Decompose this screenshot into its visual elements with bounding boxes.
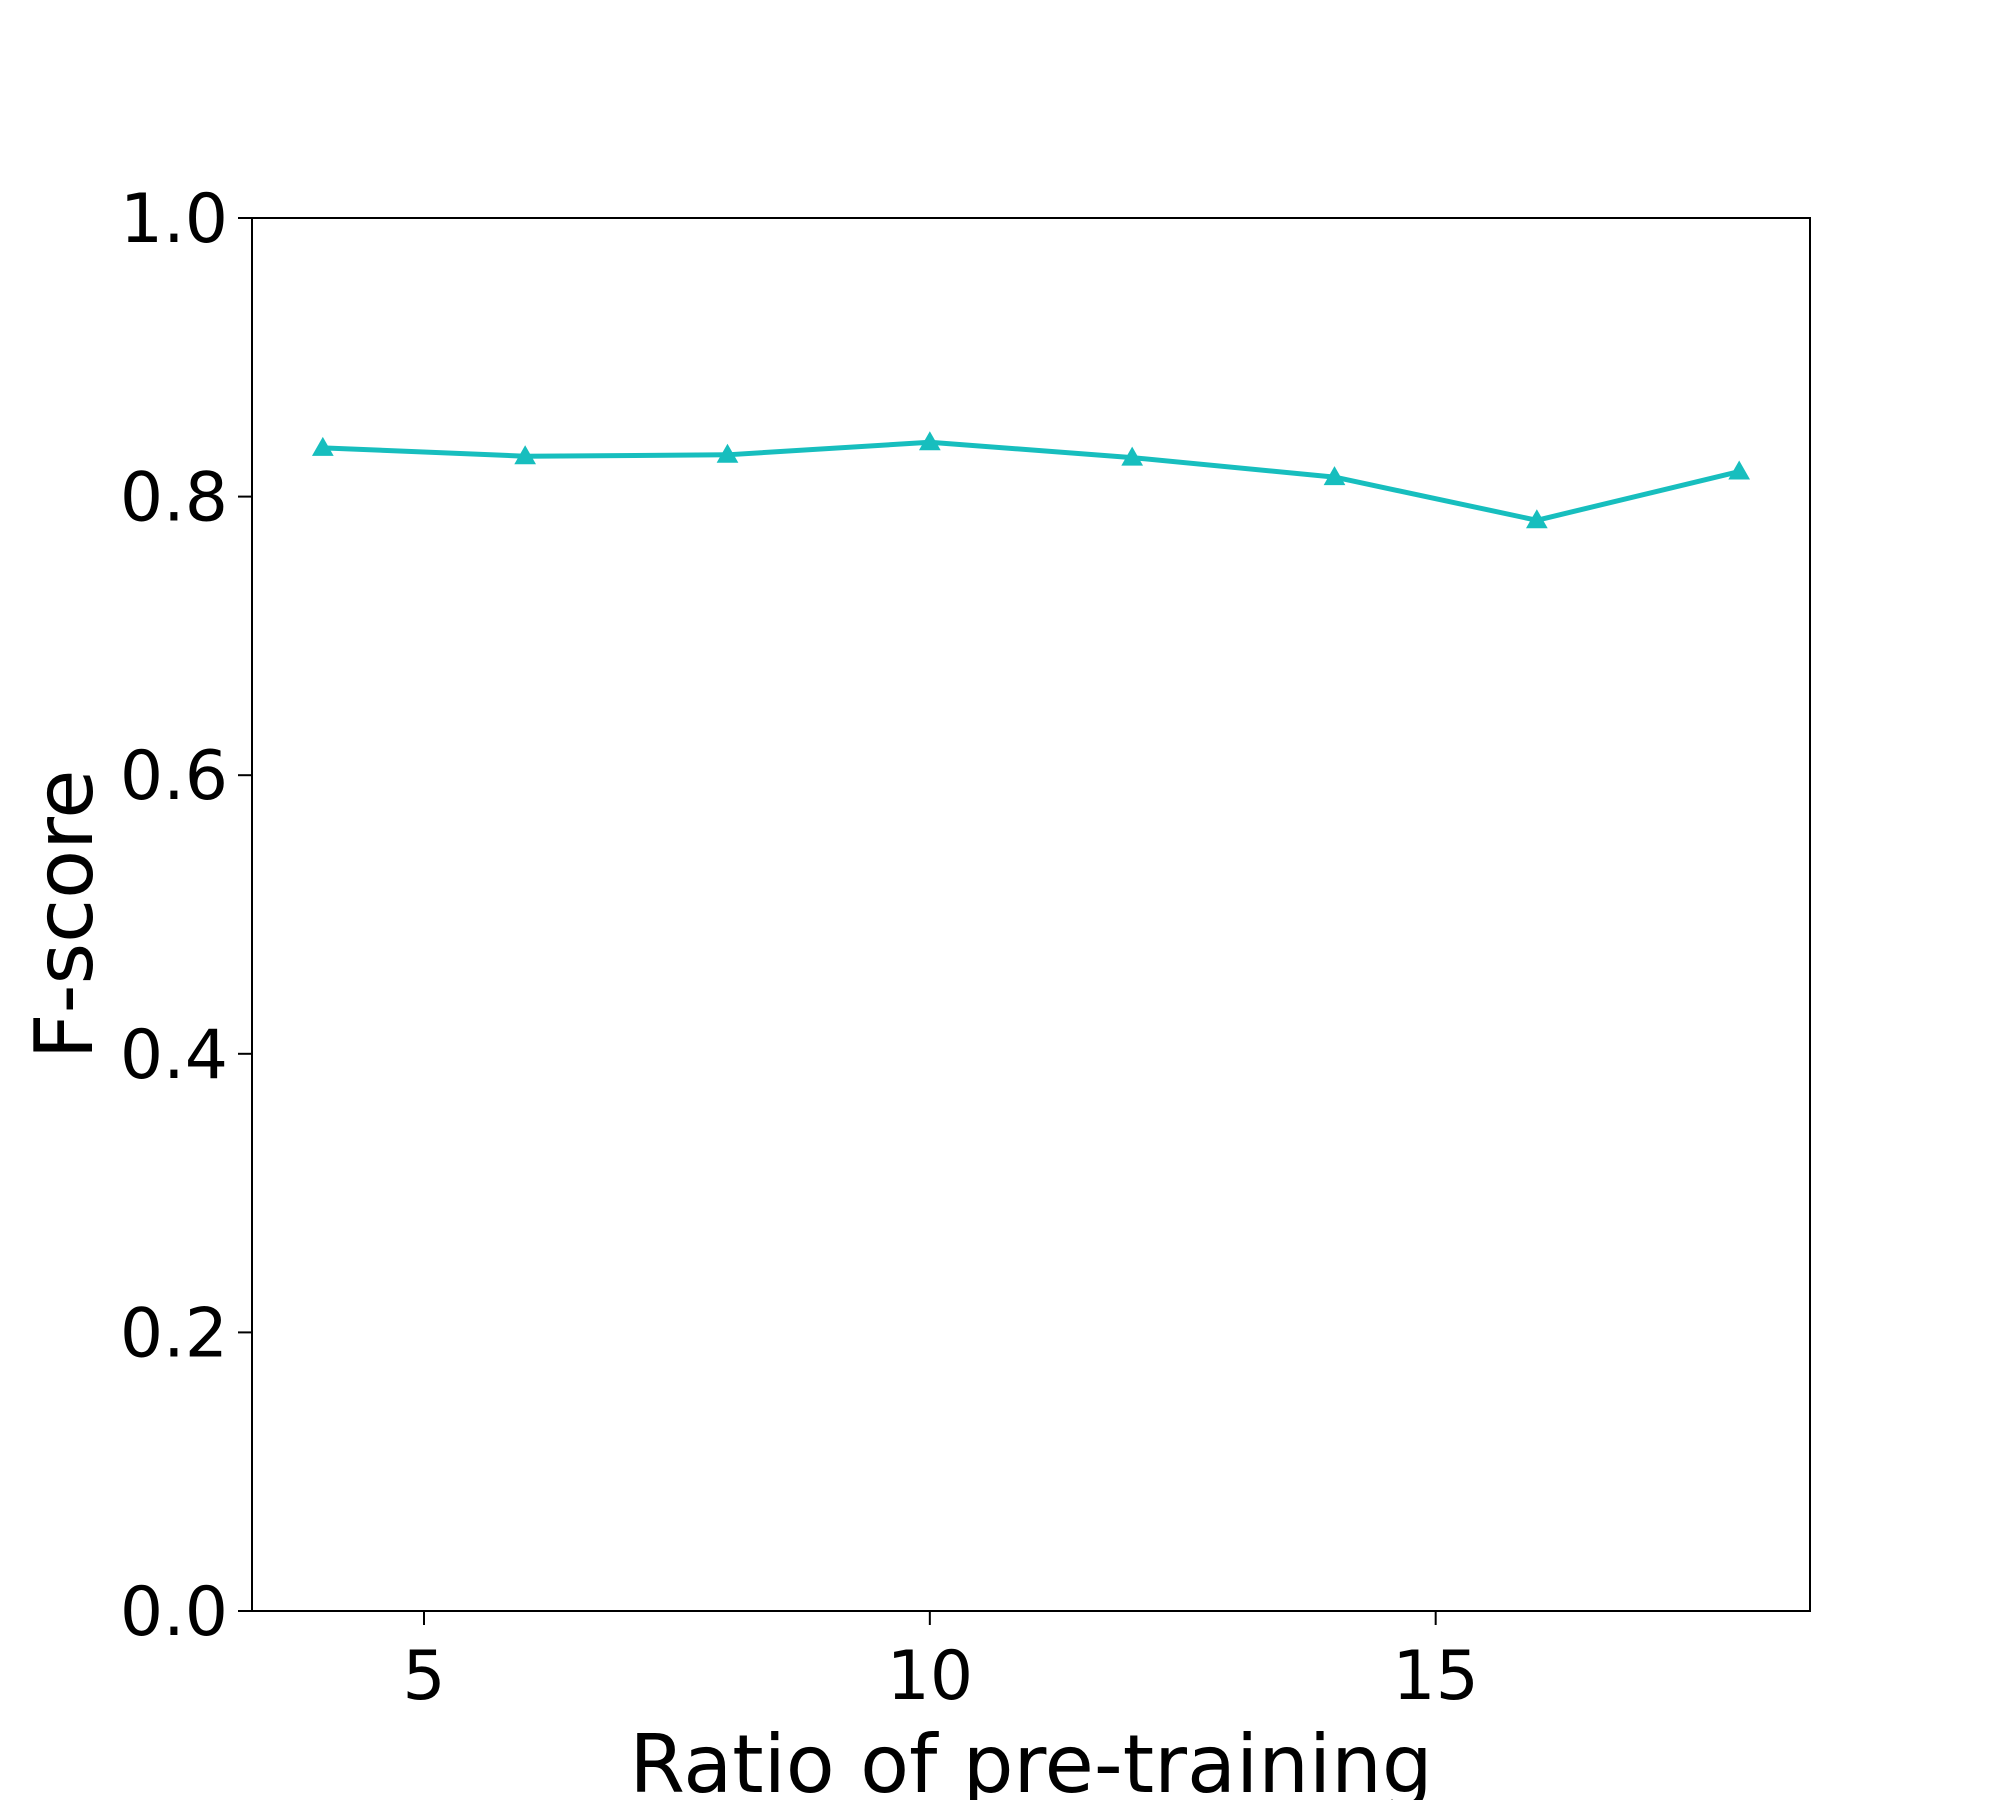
data-point-marker <box>1728 460 1751 480</box>
data-point-marker <box>1323 466 1346 486</box>
series-line <box>322 439 1740 523</box>
y-axis-label: F-score <box>18 770 111 1060</box>
x-tick-label: 10 <box>887 1637 974 1716</box>
y-tick-label: 0.2 <box>120 1294 228 1373</box>
y-tick-label: 0.6 <box>120 737 228 816</box>
y-tick-label: 1.0 <box>120 180 228 259</box>
y-tick-label: 0.4 <box>120 1016 228 1095</box>
data-point-marker <box>1121 446 1144 466</box>
data-point-marker <box>1525 509 1548 529</box>
y-tick-label: 0.0 <box>120 1573 228 1652</box>
data-point-marker <box>514 445 537 465</box>
data-point-marker <box>311 436 334 456</box>
y-tick-label: 0.8 <box>120 459 228 538</box>
series-layer <box>311 431 1751 529</box>
data-point-marker <box>918 431 941 451</box>
x-axis: 5 10 15 <box>402 1611 1479 1716</box>
x-tick-label: 15 <box>1392 1637 1479 1716</box>
x-tick-label: 5 <box>402 1637 445 1716</box>
y-axis: 0.0 0.2 0.4 0.6 0.8 1.0 <box>120 180 252 1652</box>
x-axis-label: Ratio of pre-training <box>629 1718 1432 1800</box>
data-point-marker <box>716 443 739 463</box>
plot-frame <box>251 217 1811 1612</box>
